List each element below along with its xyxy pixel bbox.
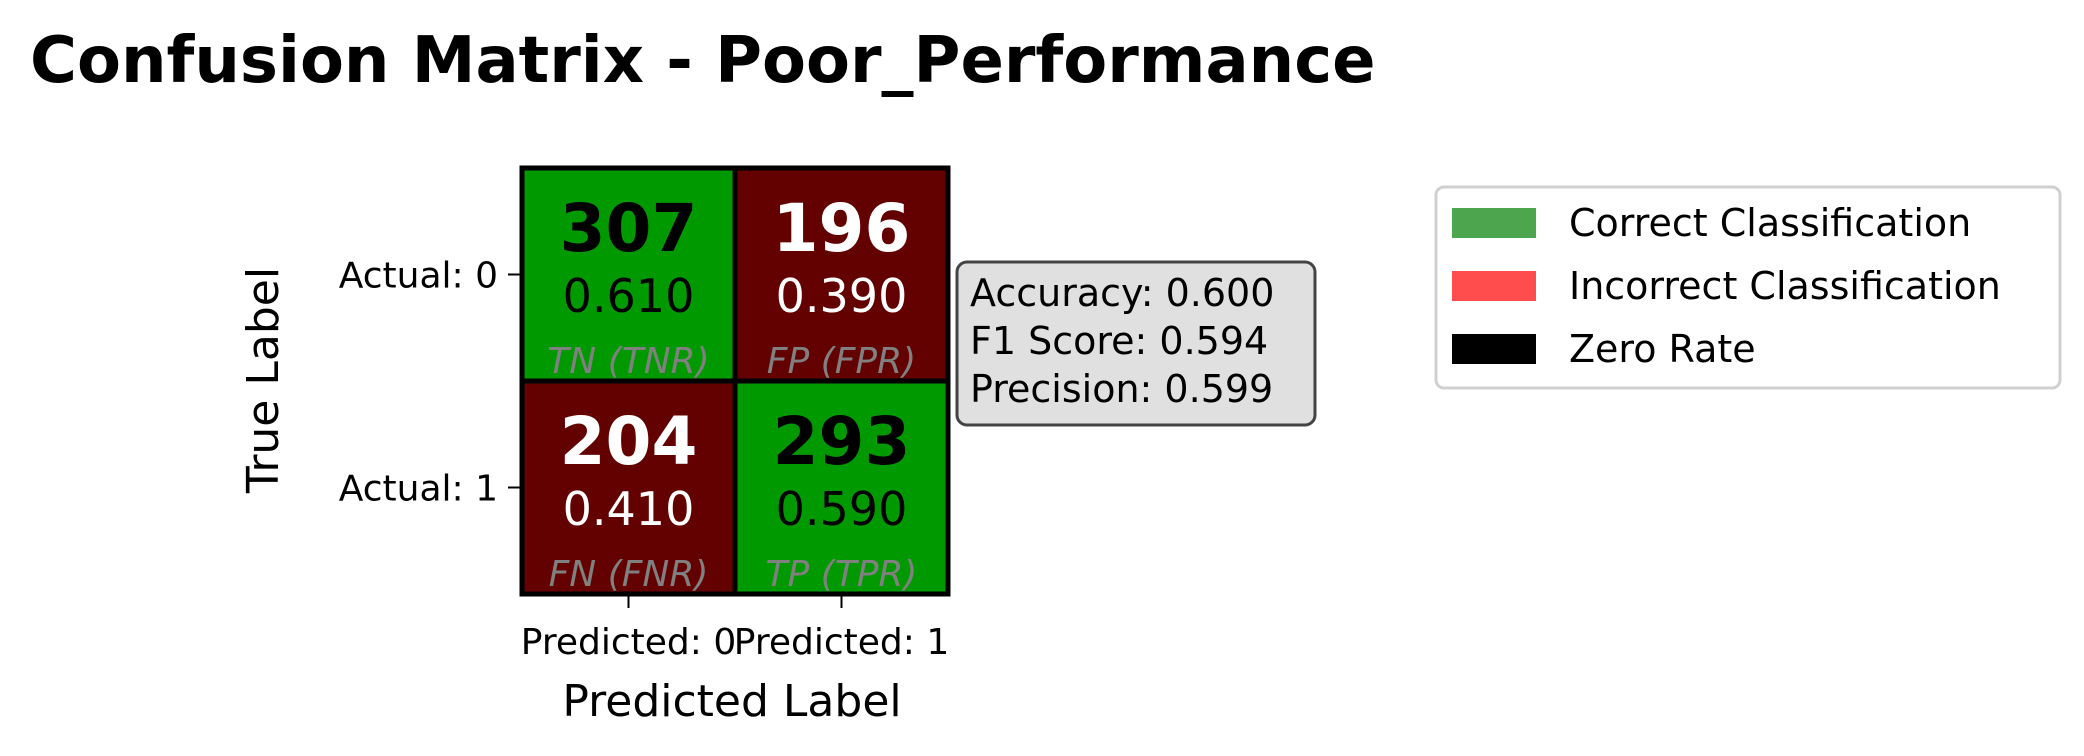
cell-count: 307 bbox=[560, 190, 698, 267]
cell-rate: 0.590 bbox=[776, 482, 908, 536]
y-tick-label: Actual: 1 bbox=[339, 469, 498, 510]
cell-count: 293 bbox=[773, 403, 911, 480]
legend-entry-label: Incorrect Classification bbox=[1569, 264, 2001, 308]
legend-frame bbox=[1434, 185, 2062, 390]
cell-count: 204 bbox=[560, 403, 698, 480]
x-axis-label: Predicted Label bbox=[562, 676, 901, 727]
matrix-cell-rect bbox=[732, 165, 951, 384]
legend-swatch bbox=[1452, 271, 1536, 301]
legend-swatch bbox=[1452, 334, 1536, 364]
cell-type-label: FN (FNR) bbox=[549, 554, 709, 595]
metrics-box-frame bbox=[955, 260, 1317, 427]
x-tick-label: Predicted: 1 bbox=[734, 622, 949, 663]
y-tick-label: Actual: 0 bbox=[339, 256, 498, 297]
chart-title: Confusion Matrix - Poor_Performance bbox=[30, 24, 1376, 98]
legend-entry-label: Zero Rate bbox=[1569, 327, 1756, 371]
metric-text: F1 Score: 0.594 bbox=[970, 319, 1268, 363]
legend: Correct Classification Incorrect Classifi… bbox=[1434, 185, 2062, 390]
cell-rate: 0.610 bbox=[563, 269, 695, 323]
matrix-cell-rect bbox=[519, 165, 738, 384]
cell-type-label: TP (TPR) bbox=[766, 554, 918, 595]
matrix-frame bbox=[519, 165, 951, 597]
cell-type-label: FP (FPR) bbox=[767, 341, 916, 382]
metric-text: Accuracy: 0.600 bbox=[970, 271, 1274, 315]
legend-entry-label: Correct Classification bbox=[1569, 201, 1971, 245]
legend-swatch bbox=[1452, 208, 1536, 238]
y-axis-label: True Label bbox=[238, 267, 289, 494]
cell-count: 196 bbox=[773, 190, 911, 267]
metric-text: Precision: 0.599 bbox=[970, 367, 1273, 411]
x-tick-label: Predicted: 0 bbox=[521, 622, 736, 663]
cell-rate: 0.410 bbox=[563, 482, 695, 536]
cell-type-label: TN (TNR) bbox=[547, 341, 709, 382]
cell-rate: 0.390 bbox=[776, 269, 908, 323]
